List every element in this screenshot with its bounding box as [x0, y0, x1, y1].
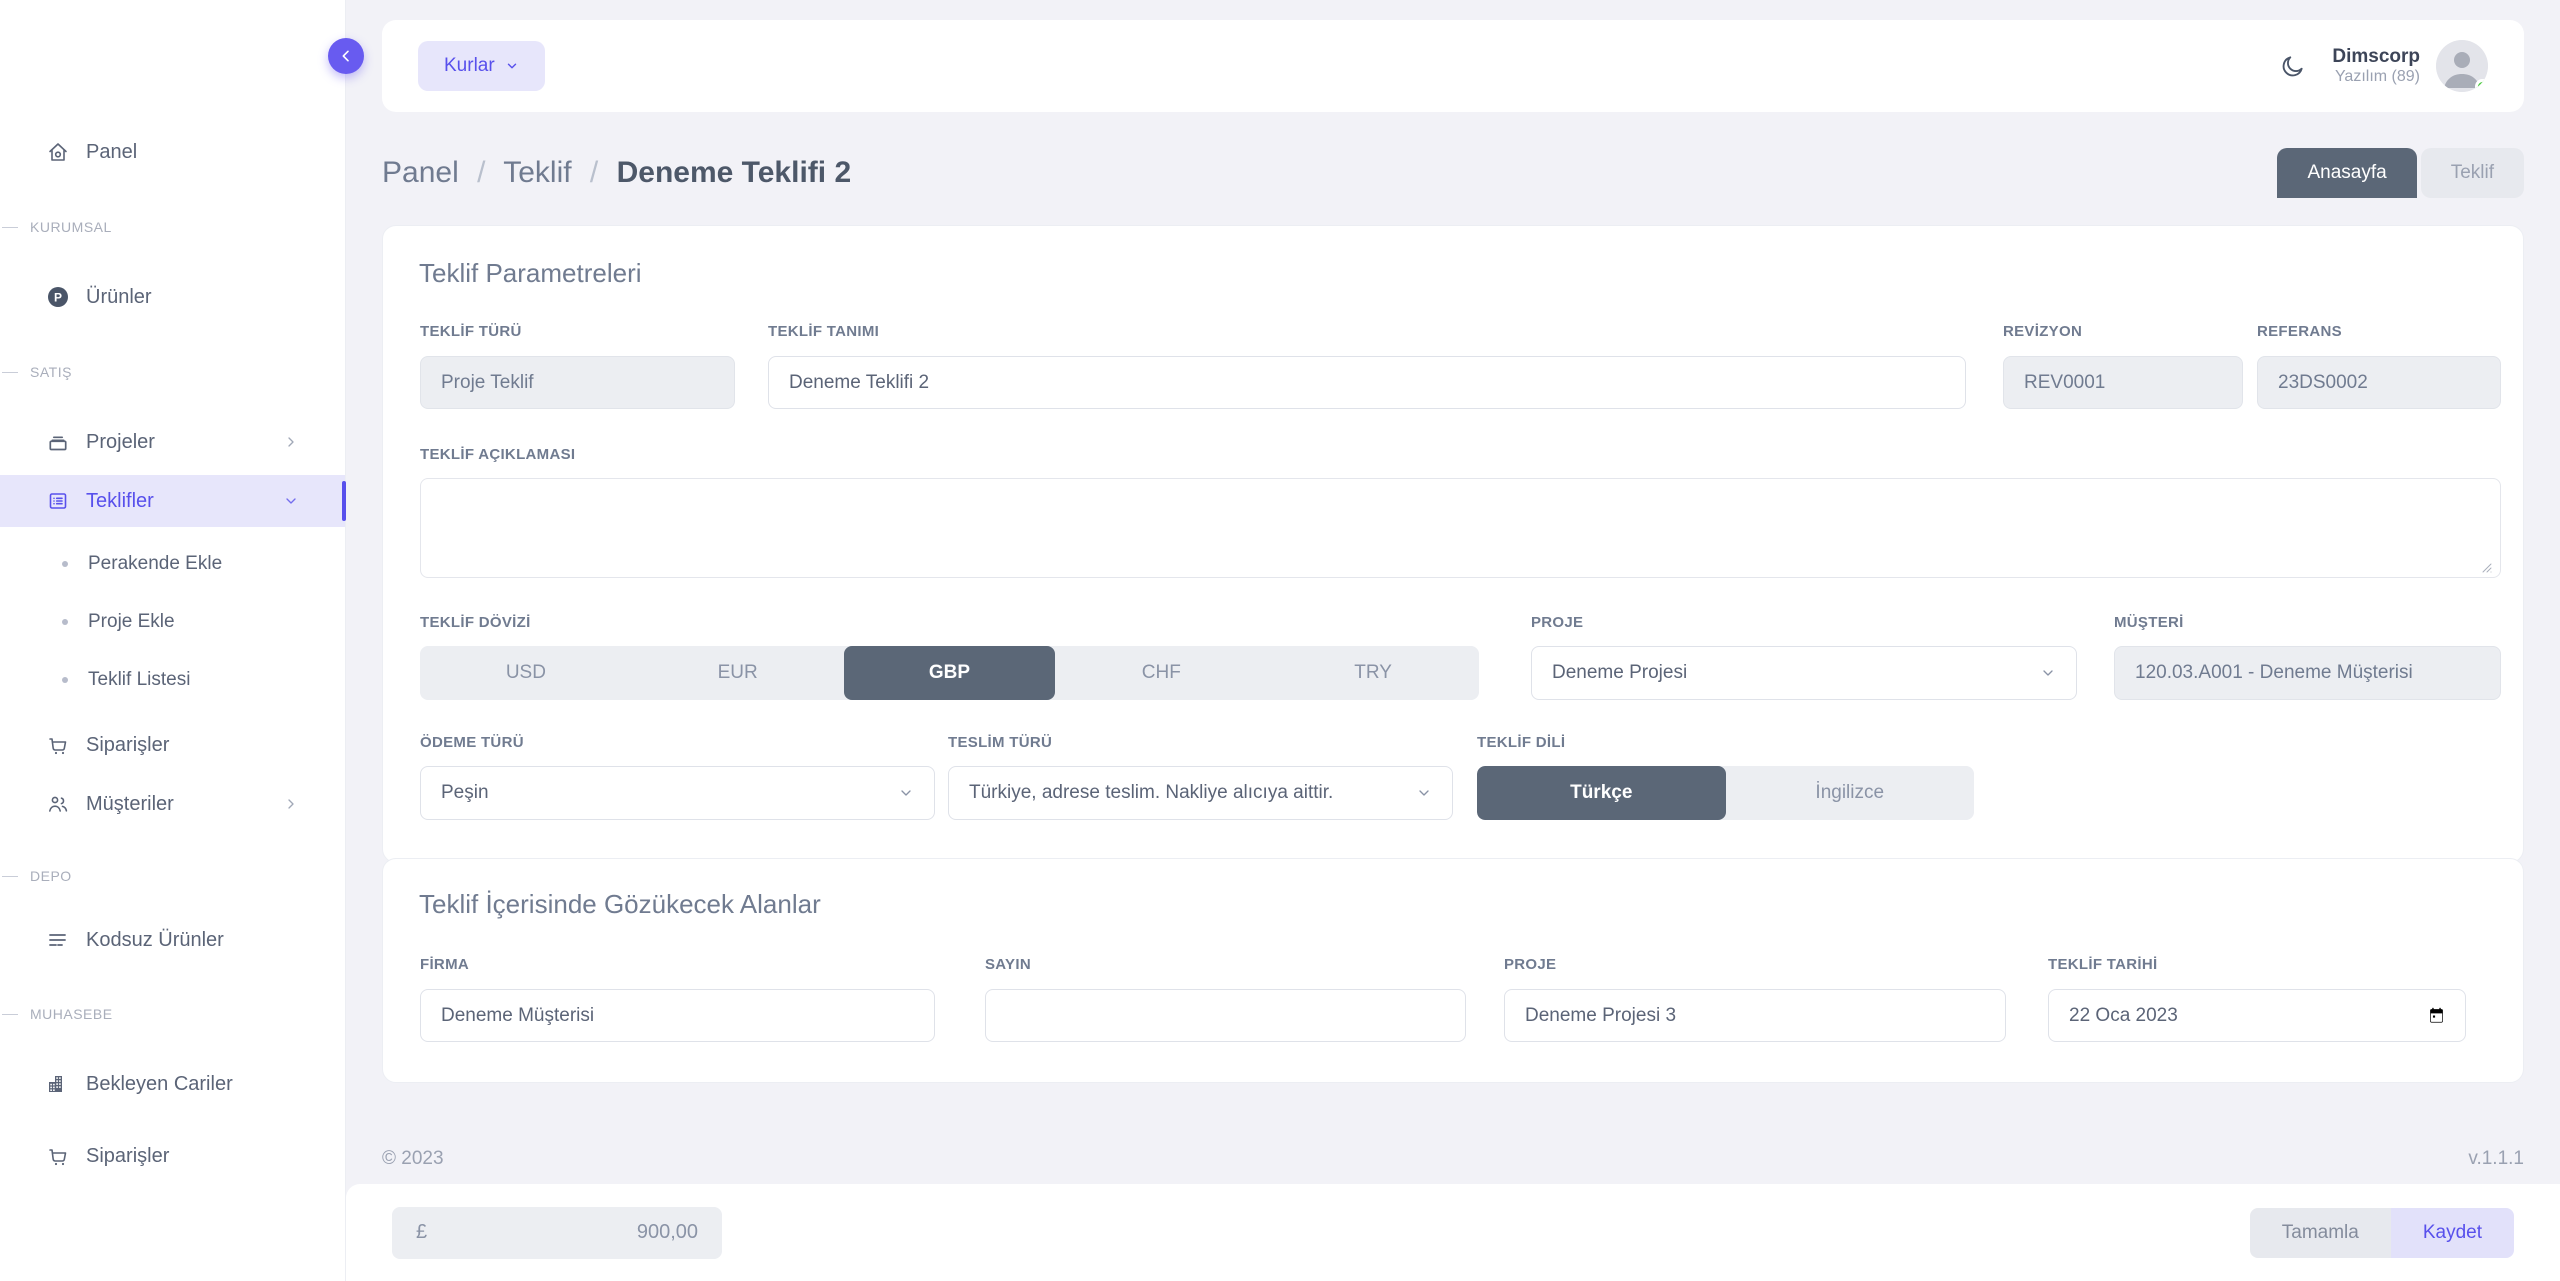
- svg-text:P: P: [54, 291, 62, 305]
